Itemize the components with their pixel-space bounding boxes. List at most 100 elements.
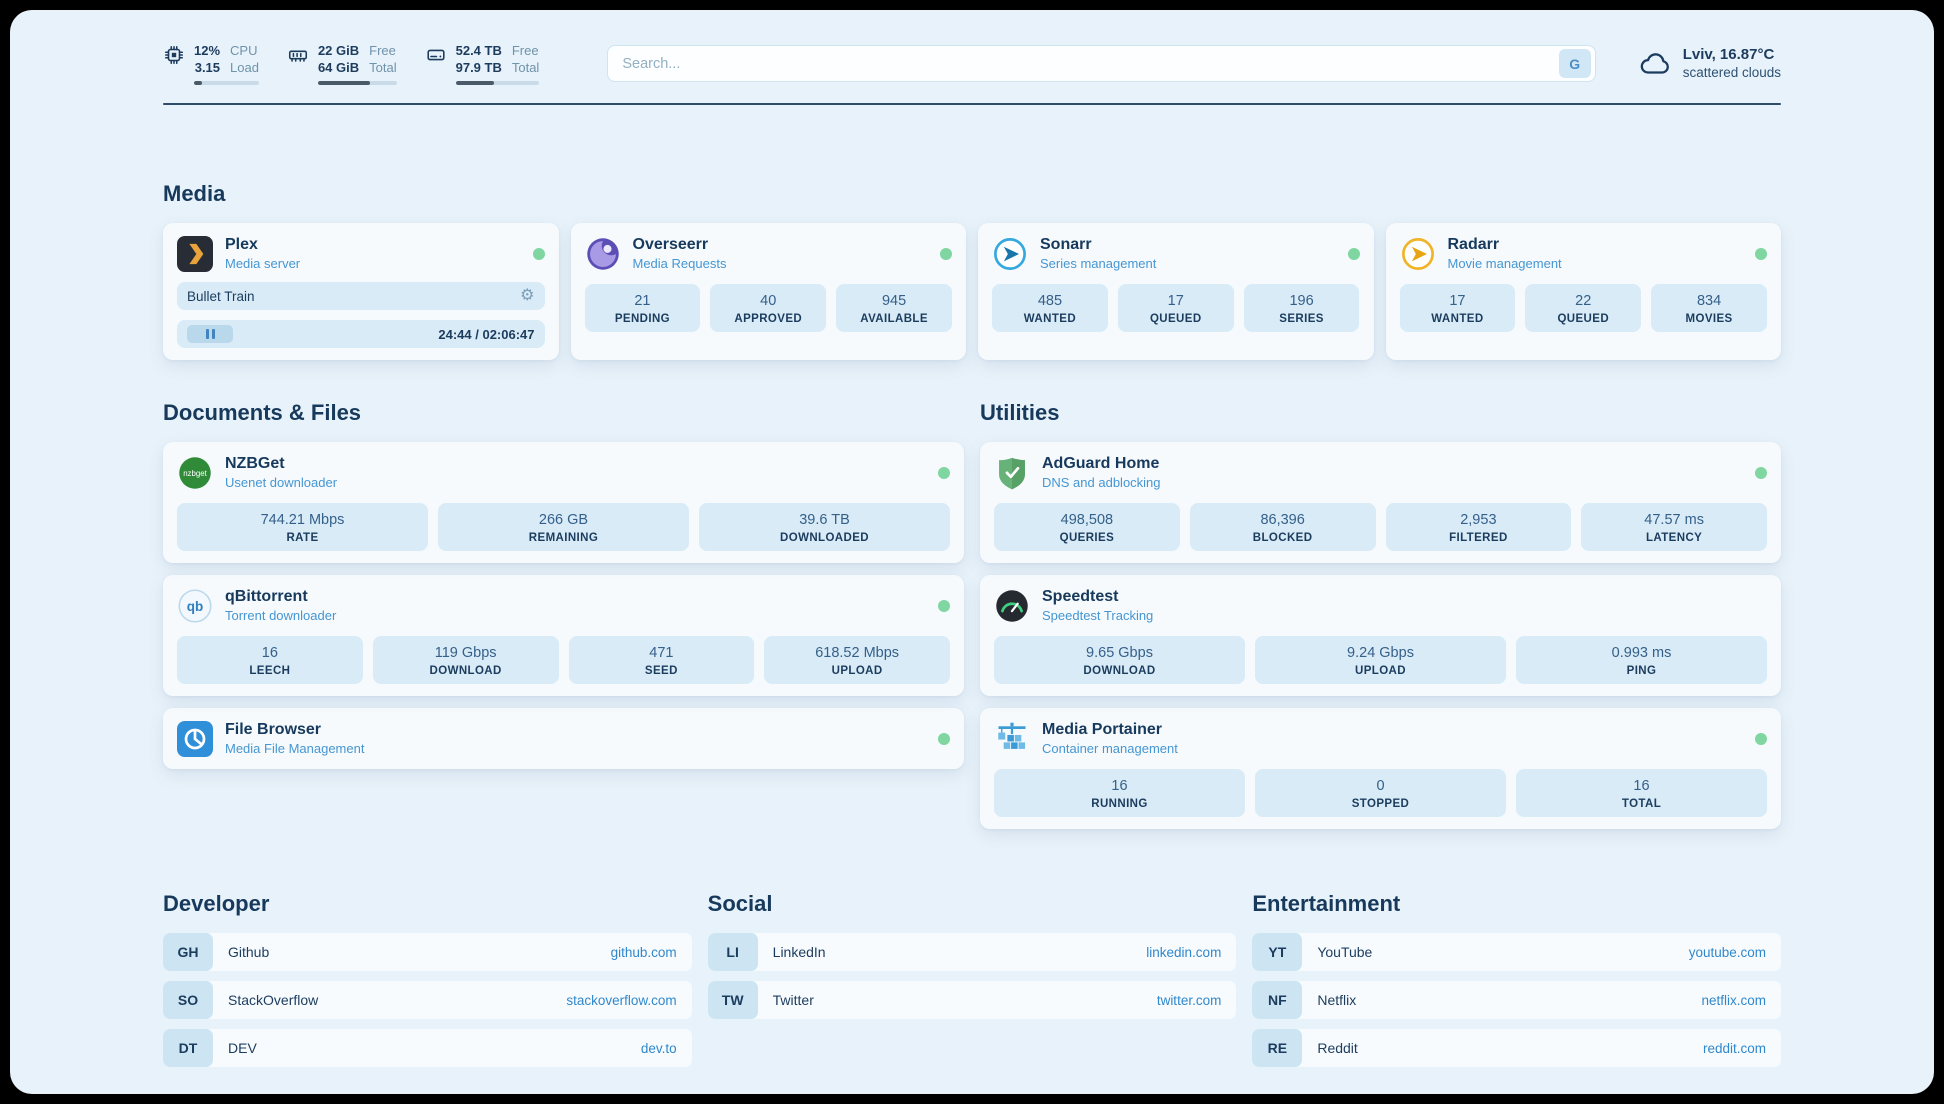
- weather-widget: Lviv, 16.87°C scattered clouds: [1638, 45, 1781, 82]
- bookmark-name: Reddit: [1317, 1040, 1358, 1056]
- ram-icon: [287, 42, 309, 66]
- svg-text:qb: qb: [187, 599, 204, 614]
- stat-available: 945 AVAILABLE: [836, 284, 952, 332]
- app-card-radarr[interactable]: Radarr Movie management 17 WANTED 22 QUE…: [1385, 223, 1781, 360]
- overseerr-icon: [585, 236, 621, 272]
- app-subtitle: Series management: [1040, 256, 1157, 271]
- bookmark-name: DEV: [228, 1040, 257, 1056]
- app-name: Sonarr: [1040, 236, 1092, 253]
- filebrowser-icon: [177, 720, 213, 757]
- stat-wanted: 485 WANTED: [992, 284, 1108, 332]
- app-subtitle: Media File Management: [225, 741, 365, 756]
- stat-latency: 47.57 ms LATENCY: [1581, 503, 1767, 551]
- nzbget-icon: nzbget: [177, 455, 213, 491]
- app-subtitle: Torrent downloader: [225, 608, 337, 623]
- bookmark-netflix[interactable]: NF Netflix netflix.com: [1252, 981, 1781, 1019]
- cpu-load-label: Load: [230, 60, 259, 75]
- speedtest-icon: [994, 588, 1030, 624]
- svg-text:nzbget: nzbget: [183, 468, 207, 477]
- bookmark-name: Github: [228, 944, 270, 960]
- section-title-developer: Developer: [163, 891, 270, 916]
- bookmark-url[interactable]: twitter.com: [1156, 992, 1222, 1008]
- stat-movies: 834 MOVIES: [1651, 284, 1767, 332]
- bookmark-url[interactable]: github.com: [610, 944, 677, 960]
- cpu-usage-label: CPU: [230, 43, 258, 58]
- bookmark-url[interactable]: dev.to: [640, 1040, 677, 1056]
- disk-total-label: Total: [511, 60, 540, 75]
- search-input[interactable]: [622, 55, 1559, 72]
- weather-location: Lviv, 16.87°C: [1682, 46, 1775, 63]
- app-card-speedtest[interactable]: Speedtest Speedtest Tracking 9.65 Gbps D…: [980, 575, 1781, 696]
- status-dot: [938, 466, 950, 479]
- topbar: 12% 3.15 CPU Load: [163, 10, 1781, 85]
- app-subtitle: DNS and adblocking: [1042, 475, 1161, 490]
- section-media: Media Plex Media server: [163, 181, 1781, 360]
- bookmark-name: YouTube: [1317, 944, 1373, 960]
- app-card-qbittorrent[interactable]: qb qBittorrent Torrent downloader 16: [163, 575, 964, 696]
- app-card-filebrowser[interactable]: File Browser Media File Management: [163, 708, 964, 769]
- section-utilities: Utilities AdGuard Home DNS and adblockin…: [980, 400, 1781, 829]
- stat-total: 16 TOTAL: [1516, 769, 1767, 817]
- app-subtitle: Speedtest Tracking: [1042, 608, 1154, 623]
- app-card-sonarr[interactable]: Sonarr Series management 485 WANTED 17 Q…: [978, 223, 1374, 360]
- stat-downloaded: 39.6 TB DOWNLOADED: [699, 503, 950, 551]
- plex-icon: [177, 235, 213, 272]
- stat-leech: 16 LEECH: [177, 636, 363, 684]
- bookmark-url[interactable]: reddit.com: [1702, 1040, 1766, 1056]
- status-dot: [1755, 247, 1767, 260]
- ram-progress-bar: [317, 81, 397, 85]
- app-card-nzbget[interactable]: nzbget NZBGet Usenet downloader 744.21 M…: [163, 442, 964, 563]
- stat-filtered: 2,953 FILTERED: [1385, 503, 1572, 551]
- player-controls-row: 24:44 / 02:06:47: [177, 320, 545, 348]
- cloud-icon: [1638, 47, 1672, 81]
- stat-wanted: 17 WANTED: [1399, 284, 1516, 332]
- bookmark-url[interactable]: linkedin.com: [1146, 944, 1222, 960]
- ram-free-value: 22 GiB: [317, 43, 360, 58]
- app-subtitle: Media server: [225, 256, 301, 271]
- cpu-usage-value: 12%: [194, 43, 221, 58]
- bookmark-url[interactable]: youtube.com: [1688, 944, 1766, 960]
- pause-button[interactable]: [187, 325, 233, 343]
- bookmark-abbr: DT: [163, 1029, 213, 1067]
- disk-progress-bar: [455, 81, 540, 85]
- app-card-plex[interactable]: Plex Media server Bullet Train ⚙ 24:44 /…: [163, 223, 559, 360]
- ram-metric: 22 GiB 64 GiB Free Total: [287, 42, 397, 85]
- stat-seed: 471 SEED: [568, 636, 755, 684]
- app-name: Radarr: [1447, 236, 1500, 253]
- bookmark-github[interactable]: GH Github github.com: [163, 933, 692, 971]
- cpu-icon: [163, 42, 185, 66]
- bookmark-url[interactable]: netflix.com: [1701, 992, 1766, 1008]
- adguard-icon: [994, 455, 1030, 491]
- weather-condition: scattered clouds: [1682, 65, 1781, 80]
- gear-icon[interactable]: ⚙: [520, 287, 535, 304]
- section-developer: Developer GH Github github.com SO StackO…: [163, 891, 692, 1067]
- bookmark-name: Twitter: [772, 992, 814, 1008]
- stat-series: 196 SERIES: [1243, 284, 1360, 332]
- bookmark-twitter[interactable]: TW Twitter twitter.com: [707, 981, 1237, 1019]
- bookmark-stackoverflow[interactable]: SO StackOverflow stackoverflow.com: [163, 981, 692, 1019]
- stat-queued: 22 QUEUED: [1525, 284, 1642, 332]
- status-dot: [938, 599, 950, 612]
- stat-rate: 744.21 Mbps RATE: [177, 503, 428, 551]
- bookmark-reddit[interactable]: RE Reddit reddit.com: [1252, 1029, 1781, 1067]
- ram-total-value: 64 GiB: [317, 60, 360, 75]
- app-card-overseerr[interactable]: Overseerr Media Requests 21 PENDING 40 A…: [570, 223, 966, 360]
- status-dot: [1755, 732, 1767, 745]
- ram-free-label: Free: [369, 43, 396, 58]
- app-card-adguard[interactable]: AdGuard Home DNS and adblocking 498,508 …: [980, 442, 1781, 563]
- bookmark-youtube[interactable]: YT YouTube youtube.com: [1252, 933, 1781, 971]
- bookmark-dev[interactable]: DT DEV dev.to: [163, 1029, 692, 1067]
- app-name: qBittorrent: [225, 588, 308, 605]
- cpu-progress-bar: [194, 81, 259, 85]
- stat-pending: 21 PENDING: [584, 284, 701, 332]
- stat-stopped: 0 STOPPED: [1255, 769, 1506, 817]
- status-dot: [938, 732, 950, 745]
- radarr-icon: [1400, 236, 1436, 272]
- app-name: Overseerr: [632, 236, 709, 253]
- portainer-icon: [994, 721, 1030, 757]
- search-bar: G: [607, 45, 1596, 82]
- bookmark-linkedin[interactable]: LI LinkedIn linkedin.com: [707, 933, 1237, 971]
- bookmark-url[interactable]: stackoverflow.com: [566, 992, 677, 1008]
- app-card-portainer[interactable]: Media Portainer Container management 16 …: [980, 708, 1781, 829]
- search-engine-button[interactable]: G: [1558, 49, 1591, 78]
